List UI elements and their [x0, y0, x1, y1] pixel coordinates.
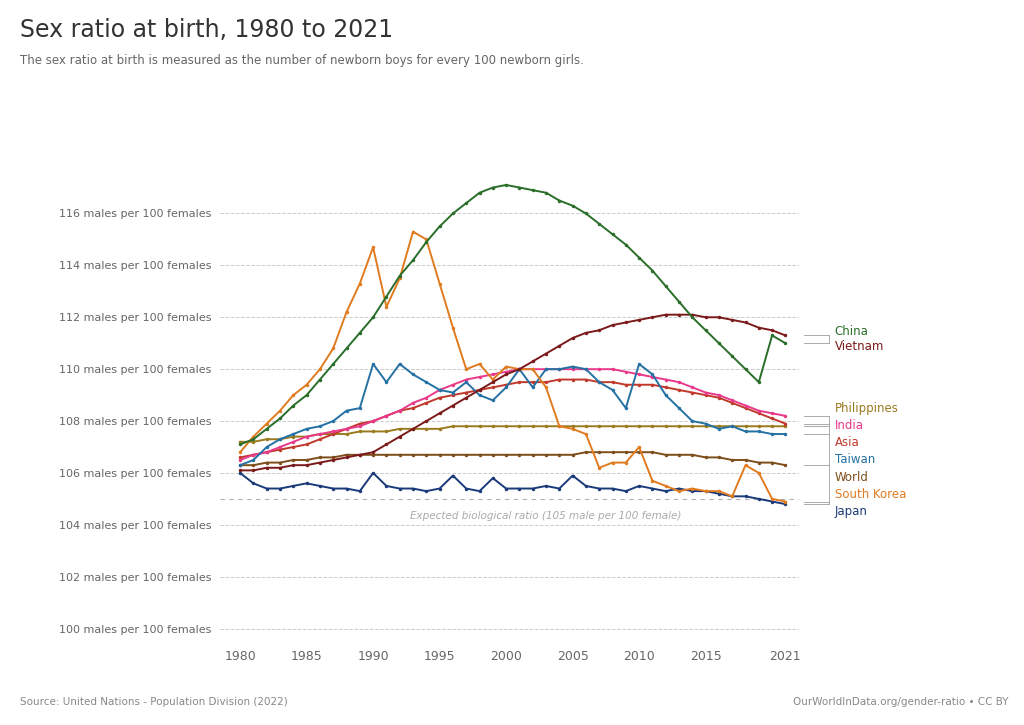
Text: Japan: Japan: [835, 505, 867, 518]
Text: China: China: [835, 326, 868, 339]
Text: Our World
in Data: Our World in Data: [912, 28, 980, 56]
Text: World: World: [835, 471, 868, 484]
Text: Vietnam: Vietnam: [835, 340, 884, 353]
Text: India: India: [835, 419, 863, 432]
Text: South Korea: South Korea: [835, 488, 906, 501]
Text: The sex ratio at birth is measured as the number of newborn boys for every 100 n: The sex ratio at birth is measured as th…: [20, 54, 585, 67]
Text: Philippines: Philippines: [835, 402, 898, 415]
Text: OurWorldInData.org/gender-ratio • CC BY: OurWorldInData.org/gender-ratio • CC BY: [794, 697, 1009, 707]
Text: Taiwan: Taiwan: [835, 454, 874, 466]
Text: Sex ratio at birth, 1980 to 2021: Sex ratio at birth, 1980 to 2021: [20, 18, 393, 42]
Text: Asia: Asia: [835, 436, 859, 450]
Text: Source: United Nations - Population Division (2022): Source: United Nations - Population Divi…: [20, 697, 288, 707]
Text: Expected biological ratio (105 male per 100 female): Expected biological ratio (105 male per …: [411, 510, 682, 521]
